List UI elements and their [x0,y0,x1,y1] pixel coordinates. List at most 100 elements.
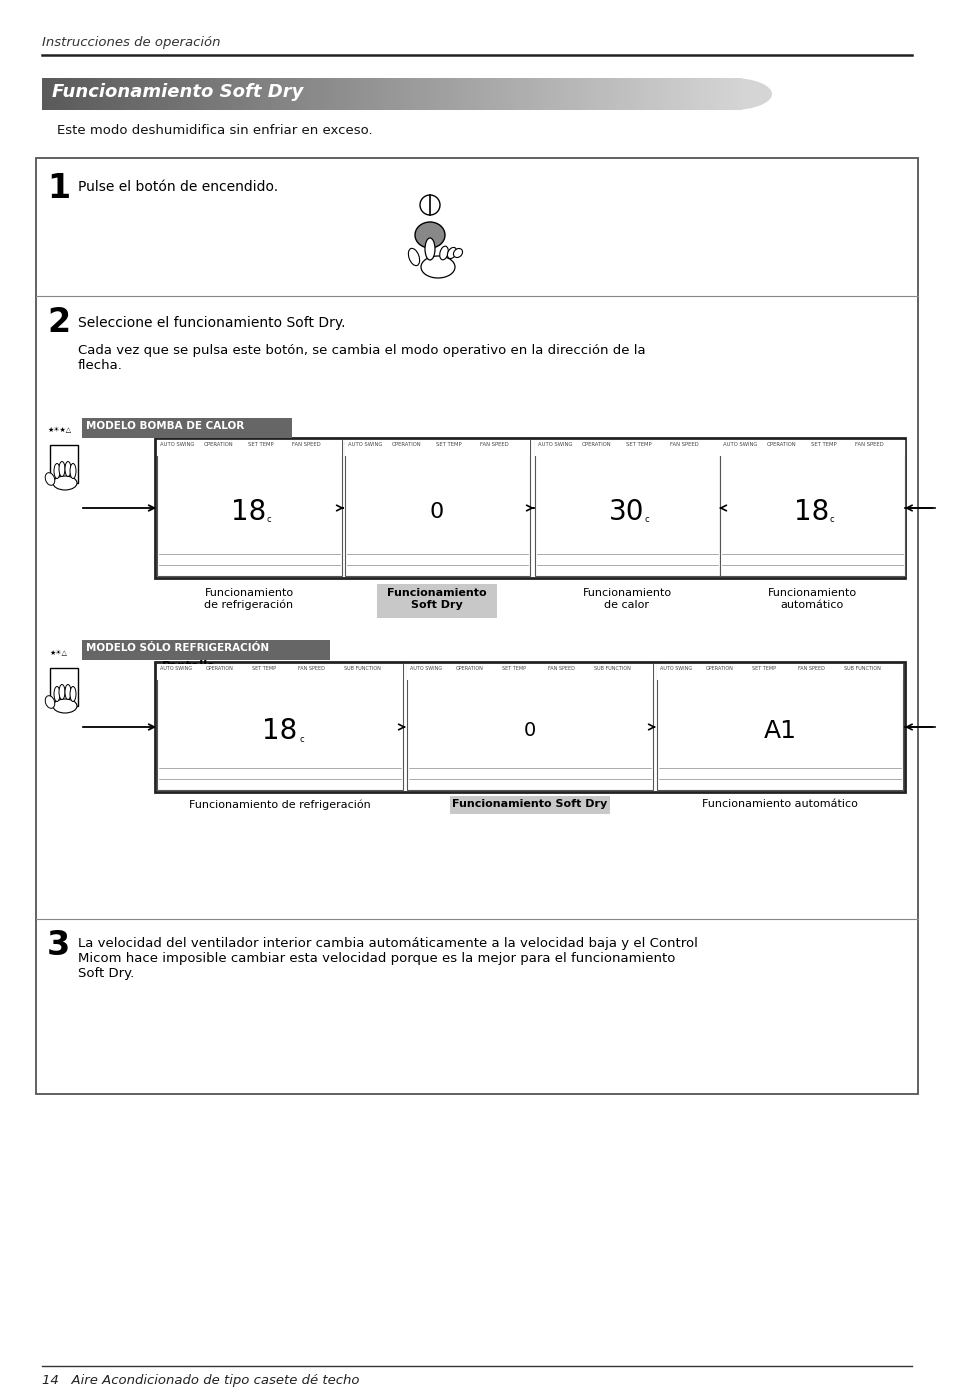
Bar [70,78,75,111]
Bar [648,78,653,111]
Bar [65,78,71,111]
Ellipse shape [53,699,77,713]
Bar [476,78,480,111]
Text: La velocidad del ventilador interior cambia automáticamente a la velocidad baja : La velocidad del ventilador interior cam… [78,937,698,980]
Ellipse shape [65,462,71,476]
Bar [168,78,173,111]
Text: FAN SPEED: FAN SPEED [297,666,325,671]
Bar [720,440,904,456]
Bar [448,78,453,111]
Ellipse shape [415,223,444,248]
Bar [326,78,332,111]
Bar [74,78,80,111]
Bar [271,78,275,111]
Bar [51,78,56,111]
Bar [108,78,112,111]
Text: SET TEMP: SET TEMP [810,442,836,447]
Bar [317,78,322,111]
Bar [643,78,648,111]
Text: Funcionamiento de refrigeración: Funcionamiento de refrigeración [189,799,371,809]
Bar [732,78,737,111]
Bar [284,78,290,111]
Bar [182,78,187,111]
Bar [471,78,476,111]
Text: AUTO SWING: AUTO SWING [659,666,691,671]
Bar [527,78,532,111]
Ellipse shape [420,256,455,279]
Text: SET TEMP: SET TEMP [436,442,461,447]
Bar [224,78,229,111]
Bar [158,78,164,111]
Bar [42,78,47,111]
Text: AUTO SWING: AUTO SWING [348,442,382,447]
Bar [657,664,902,680]
Text: 18: 18 [794,498,829,526]
Text: MODELO SÓLO REFRIGERACIÓN: MODELO SÓLO REFRIGERACIÓN [86,643,269,652]
Bar [419,78,425,111]
Bar [340,78,346,111]
Bar [559,78,564,111]
Bar [47,78,51,111]
Ellipse shape [45,473,54,486]
Text: FAN SPEED: FAN SPEED [669,442,698,447]
Bar [537,78,541,111]
Bar [480,78,485,111]
Bar [345,440,530,456]
Ellipse shape [45,696,54,708]
Bar [771,77,953,111]
Bar [242,78,248,111]
Text: c: c [644,515,649,525]
Text: Cada vez que se pulsa este botón, se cambia el modo operativo en la dirección de: Cada vez que se pulsa este botón, se cam… [78,344,645,372]
Text: SUB FUNCTION: SUB FUNCTION [594,666,630,671]
Bar [350,78,355,111]
Text: 3: 3 [47,930,71,962]
Text: Pantalla: Pantalla [162,659,216,673]
Bar [498,78,504,111]
Bar [387,78,392,111]
Text: 30: 30 [609,498,644,526]
Bar [373,78,378,111]
Bar [700,78,704,111]
Bar [522,78,527,111]
Bar [145,78,150,111]
Bar [229,78,233,111]
Bar [597,78,602,111]
Text: AUTO SWING: AUTO SWING [160,442,194,447]
Bar [396,78,401,111]
Bar [177,78,182,111]
Text: FAN SPEED: FAN SPEED [479,442,508,447]
Bar [98,78,103,111]
Bar [50,445,78,483]
Bar [601,78,606,111]
Bar [368,78,374,111]
Bar [36,158,917,1093]
Text: OPERATION: OPERATION [456,666,483,671]
Bar [303,78,308,111]
Bar [737,78,741,111]
Text: OPERATION: OPERATION [705,666,733,671]
Bar [103,78,108,111]
Bar [313,78,317,111]
Bar [154,438,904,578]
Text: Funcionamiento Soft Dry: Funcionamiento Soft Dry [452,799,607,809]
Text: A1: A1 [762,720,796,743]
Text: c: c [299,735,304,743]
Bar [154,662,904,792]
Text: SET TEMP: SET TEMP [751,666,775,671]
Bar [578,78,583,111]
Bar [157,664,402,680]
Text: 1: 1 [47,172,71,204]
Bar [406,78,411,111]
Text: AUTO SWING: AUTO SWING [722,442,757,447]
Ellipse shape [53,476,77,490]
Bar [535,440,720,456]
Text: AUTO SWING: AUTO SWING [537,442,572,447]
Bar [461,78,467,111]
Text: 14   Aire Acondicionado de tipo casete dé techo: 14 Aire Acondicionado de tipo casete dé … [42,1373,359,1387]
Bar [555,78,560,111]
Bar [574,78,578,111]
Bar [205,78,211,111]
Bar [157,440,341,575]
Bar [667,78,672,111]
Bar [582,78,588,111]
